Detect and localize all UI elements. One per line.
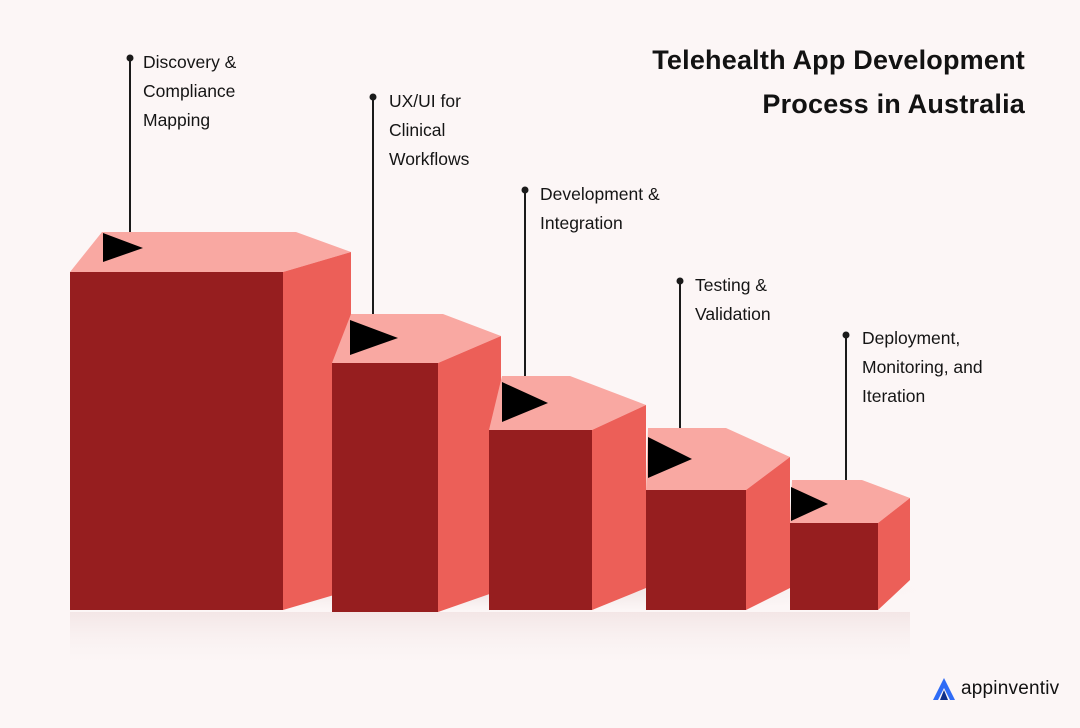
block-5-top (790, 480, 910, 523)
step-2-line-1: UX/UI for (389, 91, 461, 111)
connector-dot-2 (369, 93, 377, 101)
step-1-line-2: Compliance (143, 81, 236, 101)
step-3-line-2: Integration (540, 213, 623, 233)
step-2-line-2: Clinical (389, 120, 446, 140)
step-5-line-2: Monitoring, and (862, 357, 983, 377)
page-title: Telehealth App Development Process in Au… (652, 38, 1025, 126)
step-label-5: Deployment, Monitoring, and Iteration (862, 324, 983, 411)
flag-icon (103, 233, 143, 262)
step-3-line-1: Development & (540, 184, 660, 204)
flag-icon (791, 487, 828, 521)
step-label-3: Development & Integration (540, 180, 660, 238)
step-label-4: Testing & Validation (695, 271, 771, 329)
block-4-front (646, 490, 746, 610)
step-label-1: Discovery & Compliance Mapping (143, 48, 236, 135)
block-5-side (878, 498, 910, 610)
block-5-front (790, 523, 878, 610)
step-4-line-2: Validation (695, 304, 771, 324)
step-5-line-3: Iteration (862, 386, 926, 406)
title-line-1: Telehealth App Development (652, 45, 1025, 75)
connector-lines (126, 54, 850, 480)
flag-icon (648, 437, 692, 478)
brand-name: appinventiv (961, 678, 1060, 699)
flag-icon (350, 320, 398, 355)
block-2-side (438, 336, 501, 612)
brand-logo: appinventiv (931, 676, 1059, 702)
step-4-line-1: Testing & (695, 275, 767, 295)
step-1-line-1: Discovery & (143, 52, 237, 72)
connector-dot-3 (521, 186, 529, 194)
step-block-2 (332, 314, 501, 612)
block-3-top (489, 376, 646, 430)
connector-dot-5 (842, 331, 850, 339)
block-2-top (332, 314, 501, 363)
block-1-top (70, 232, 351, 272)
block-2-front (332, 363, 438, 612)
step-label-2: UX/UI for Clinical Workflows (389, 87, 469, 174)
connector-dot-1 (126, 54, 134, 62)
step-2-line-3: Workflows (389, 149, 470, 169)
block-3-front (489, 430, 592, 610)
step-block-4 (646, 428, 790, 610)
block-4-side (746, 457, 790, 610)
appinventiv-logo-icon (933, 678, 955, 700)
title-line-2: Process in Australia (762, 89, 1025, 119)
connector-dot-4 (676, 277, 684, 285)
step-5-line-1: Deployment, (862, 328, 961, 348)
block-1-front (70, 272, 283, 610)
step-block-3 (489, 376, 646, 610)
flag-icon (502, 382, 548, 422)
step-1-line-3: Mapping (143, 110, 211, 130)
step-block-1 (70, 232, 351, 610)
block-3-side (592, 405, 646, 610)
block-4-top (646, 428, 790, 490)
floor-reflection (70, 612, 910, 672)
step-block-5 (790, 480, 910, 610)
